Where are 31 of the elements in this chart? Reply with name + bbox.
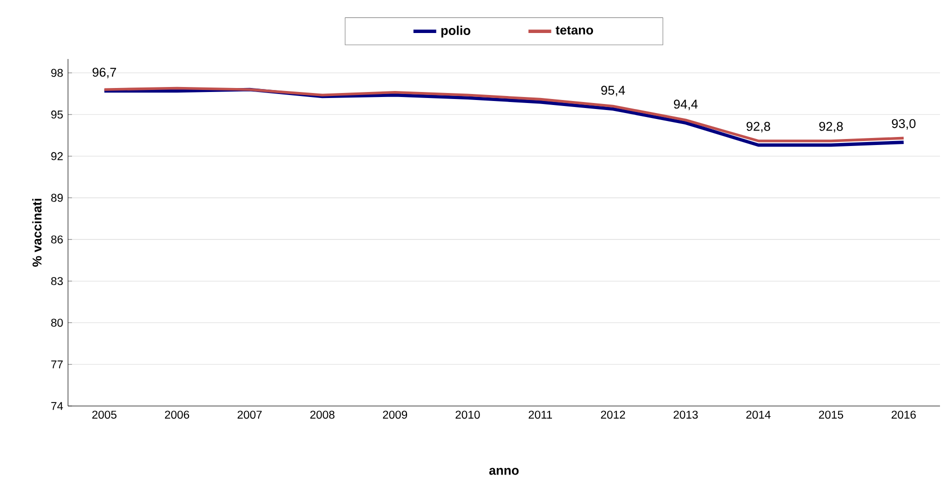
x-tick-label: 2007 [238, 410, 262, 419]
y-tick-label: 77 [51, 360, 63, 368]
data-label: 92,8 [819, 122, 843, 132]
data-label: 94,4 [674, 100, 698, 110]
y-tick-label: 74 [51, 402, 63, 410]
x-tick-label: 2009 [382, 410, 408, 419]
data-label: 93,0 [892, 119, 916, 130]
y-tick-label: 98 [51, 68, 63, 77]
x-tick-label: 2013 [674, 410, 698, 419]
x-tick-label: 2012 [600, 410, 626, 419]
y-tick-label: 92 [51, 152, 63, 160]
y-tick-label: 89 [51, 194, 63, 202]
x-tick-label: 2014 [746, 410, 771, 419]
data-label: 96,7 [92, 68, 116, 78]
y-tick-label: 95 [51, 110, 63, 119]
x-tick-label: 2008 [310, 410, 334, 419]
y-tick-label: 86 [51, 235, 63, 244]
x-tick-label: 2010 [456, 410, 480, 419]
x-tick-label: 2005 [92, 410, 116, 419]
y-tick-label: 80 [51, 318, 63, 327]
legend-label: tetano [556, 26, 594, 35]
data-label: 92,8 [746, 122, 770, 132]
x-tick-label: 2006 [164, 410, 190, 419]
y-tick-label: 83 [51, 277, 63, 286]
x-tick-label: 2015 [818, 410, 844, 419]
legend-label: polio [441, 26, 470, 38]
data-label: 95,4 [601, 86, 625, 96]
y-axis-title: % vaccinati [32, 198, 42, 267]
x-axis-title: anno [489, 468, 519, 475]
x-tick-label: 2011 [528, 410, 552, 419]
x-tick-label: 2016 [892, 410, 916, 419]
